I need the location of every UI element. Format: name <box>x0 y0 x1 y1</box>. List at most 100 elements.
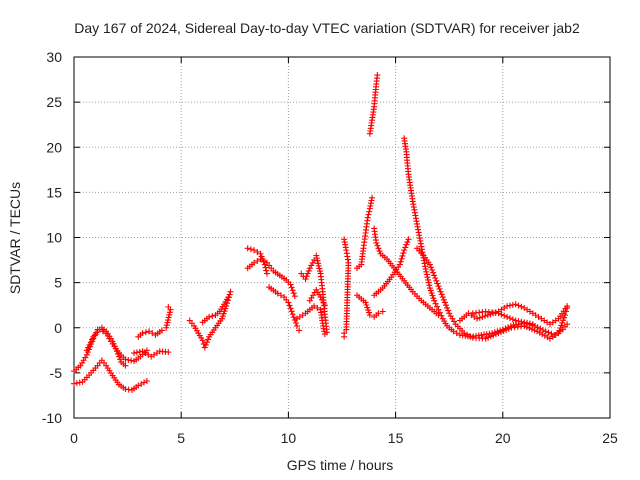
data-point <box>503 326 510 333</box>
data-point <box>438 291 445 298</box>
data-point <box>404 239 411 246</box>
series-arc-12 <box>298 252 330 336</box>
axis-ticks: 0 5 10 15 20 25 -10 -5 0 5 10 15 20 25 30 <box>42 49 618 446</box>
data-point <box>262 264 269 271</box>
data-point <box>537 325 544 332</box>
data-point <box>318 296 325 303</box>
data-point <box>422 266 429 273</box>
data-point <box>142 329 149 336</box>
data-point <box>258 253 265 260</box>
data-point <box>139 330 146 337</box>
data-point <box>425 276 432 283</box>
data-point <box>423 268 430 275</box>
data-point <box>364 214 371 221</box>
data-points <box>71 72 571 394</box>
data-point <box>313 252 320 259</box>
data-point <box>492 331 499 338</box>
data-point <box>141 379 148 386</box>
data-point <box>398 255 405 262</box>
data-point <box>506 302 513 309</box>
y-tick-label: -5 <box>50 365 63 381</box>
data-point <box>117 356 124 363</box>
data-point <box>557 325 564 332</box>
y-tick-label: 20 <box>46 139 62 155</box>
data-point <box>96 326 103 333</box>
data-point <box>225 294 232 301</box>
data-point <box>209 313 216 320</box>
data-point <box>149 330 156 337</box>
data-point <box>374 72 381 79</box>
data-point <box>289 311 296 318</box>
y-tick-label: 30 <box>46 49 62 65</box>
data-point <box>244 245 251 252</box>
data-point <box>260 258 267 265</box>
data-point <box>441 299 448 306</box>
data-point <box>561 312 568 319</box>
data-point <box>163 324 170 331</box>
data-point <box>485 334 492 341</box>
data-point <box>376 248 383 255</box>
data-point <box>257 250 264 257</box>
x-tick-label: 0 <box>70 430 78 446</box>
series-arc-04 <box>135 303 174 340</box>
data-point <box>83 347 90 354</box>
data-point <box>564 321 571 328</box>
data-point <box>440 296 447 303</box>
data-point <box>263 267 270 274</box>
data-point <box>122 362 129 369</box>
data-point <box>396 261 403 268</box>
y-tick-label: 0 <box>54 320 62 336</box>
data-point <box>263 270 270 277</box>
data-point <box>548 330 555 337</box>
data-point <box>87 339 94 346</box>
data-point <box>500 327 507 334</box>
data-point <box>529 321 536 328</box>
data-point <box>495 310 502 317</box>
data-point <box>292 320 299 327</box>
data-point <box>308 262 315 269</box>
data-point <box>122 356 129 363</box>
data-point <box>291 293 298 300</box>
y-tick-label: -10 <box>42 410 62 426</box>
data-point <box>289 287 296 294</box>
data-point <box>432 275 439 282</box>
data-point <box>509 301 516 308</box>
data-point <box>199 337 206 344</box>
data-point <box>316 265 323 272</box>
data-point <box>521 319 528 326</box>
y-tick-label: 5 <box>54 275 62 291</box>
data-point <box>165 317 172 324</box>
data-point <box>556 327 563 334</box>
data-point <box>314 304 321 311</box>
data-point <box>302 276 309 283</box>
series-arc-16 <box>354 292 386 320</box>
data-point <box>305 267 312 274</box>
data-point <box>311 303 318 310</box>
data-point <box>495 330 502 337</box>
data-point <box>373 239 380 246</box>
data-point <box>518 318 525 325</box>
data-point <box>366 312 373 319</box>
data-point <box>205 336 211 343</box>
data-point <box>158 327 165 334</box>
series-arc-13 <box>306 286 328 309</box>
data-point <box>374 242 381 249</box>
series-arc-07 <box>199 294 232 326</box>
data-point <box>76 379 83 386</box>
data-point <box>559 319 566 326</box>
data-point <box>444 304 451 311</box>
data-point <box>431 297 438 304</box>
data-point <box>558 322 565 329</box>
data-point <box>323 329 330 336</box>
data-point <box>544 334 551 341</box>
data-point <box>136 348 143 355</box>
data-point <box>254 248 261 255</box>
data-point <box>426 282 433 289</box>
data-point <box>202 341 209 348</box>
data-point <box>430 269 437 276</box>
data-point <box>320 299 327 306</box>
data-point <box>296 327 303 334</box>
data-point <box>317 294 324 301</box>
data-point <box>437 288 444 295</box>
